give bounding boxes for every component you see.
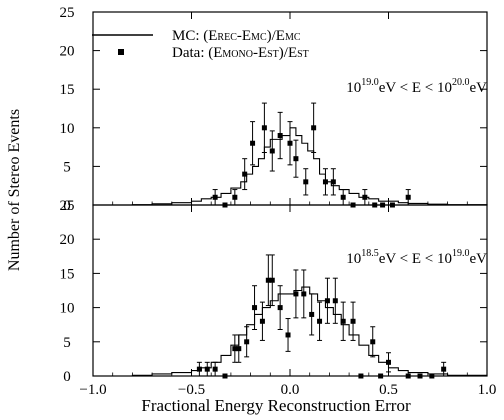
- bottom-data-point: [324, 298, 330, 304]
- bottom-panel-energy-range: 1018.5eV < E < 1019.0eV: [346, 248, 487, 267]
- bottom-data-point: [265, 277, 271, 283]
- top-data-point: [311, 125, 317, 131]
- top-data-point: [322, 179, 328, 185]
- bottom-data-point: [417, 373, 423, 379]
- bottom-data-point: [236, 346, 242, 352]
- top-data-point: [250, 140, 256, 146]
- bottom-data-point: [340, 318, 346, 324]
- bottom-data-point: [196, 366, 202, 372]
- bottom-ytick-label: 20: [60, 232, 75, 248]
- bottom-mc-histogram: [93, 286, 488, 377]
- top-ytick-label: 25: [60, 5, 75, 21]
- bottom-panel-frame: [92, 204, 488, 377]
- bottom-data-point: [378, 373, 384, 379]
- bottom-data-point: [332, 298, 338, 304]
- top-data-point: [261, 125, 267, 131]
- bottom-data-point: [441, 366, 447, 372]
- top-data-point: [293, 156, 299, 162]
- legend-data-marker: [118, 49, 124, 55]
- bottom-data-point: [405, 373, 411, 379]
- xtick-label: −0.5: [178, 382, 205, 398]
- top-data-point: [232, 194, 238, 200]
- xtick-label: −1.0: [79, 382, 106, 398]
- bottom-data-point: [350, 318, 356, 324]
- top-data-point: [287, 140, 293, 146]
- bottom-data-point: [285, 332, 291, 338]
- xtick-label: 0.5: [379, 382, 398, 398]
- top-ytick-label: 0: [63, 198, 71, 214]
- top-ytick-label: 5: [63, 159, 71, 175]
- bottom-data-point: [317, 318, 323, 324]
- bottom-data-point: [293, 291, 299, 297]
- bottom-data-point: [301, 291, 307, 297]
- legend-data-label: Data: (EMONO-EST)/EST: [172, 45, 309, 61]
- bottom-data-point: [204, 366, 210, 372]
- bottom-data-point: [309, 311, 315, 317]
- xtick-label: 0.0: [281, 382, 300, 398]
- top-ytick-label: 15: [60, 82, 75, 98]
- top-ytick-label: 20: [60, 44, 75, 60]
- x-axis-label: Fractional Energy Reconstruction Error: [141, 396, 411, 415]
- top-data-point: [212, 194, 218, 200]
- legend-mc-label: MC: (EREC-EMC)/EMC: [172, 28, 301, 44]
- bottom-ytick-label: 10: [60, 301, 75, 317]
- top-data-point: [269, 148, 275, 154]
- bottom-data-point: [252, 305, 258, 311]
- top-panel-energy-range: 1019.0eV < E < 1020.0eV: [346, 77, 487, 96]
- bottom-data-point: [277, 305, 283, 311]
- bottom-data-point: [370, 339, 376, 345]
- top-data-point: [277, 133, 283, 139]
- top-data-point: [303, 179, 309, 185]
- top-data-point: [405, 194, 411, 200]
- bottom-data-point: [386, 359, 391, 365]
- bottom-data-point: [358, 373, 364, 379]
- bottom-data-point: [269, 277, 275, 283]
- bottom-data-point: [259, 318, 265, 324]
- bottom-ytick-label: 25: [60, 198, 75, 214]
- bottom-ytick-label: 15: [60, 266, 75, 282]
- top-data-point: [330, 179, 336, 185]
- bottom-data-point: [212, 366, 218, 372]
- bottom-data-point: [429, 373, 435, 379]
- top-data-point: [362, 194, 368, 200]
- legend: MC: (EREC-EMC)/EMC Data: (EMONO-EST)/EST: [92, 28, 309, 61]
- top-mc-histogram: [93, 127, 488, 206]
- y-axis-label: Number of Stereo Events: [6, 109, 23, 271]
- bottom-data-point: [244, 339, 250, 345]
- xtick-label: 1.0: [478, 382, 497, 398]
- bottom-ytick-label: 0: [63, 369, 71, 385]
- bottom-data-point: [222, 373, 228, 379]
- bottom-data-point: [232, 346, 238, 352]
- top-ytick-label: 10: [60, 121, 75, 137]
- top-data-point: [242, 171, 248, 177]
- top-data-point: [340, 194, 346, 200]
- bottom-ytick-label: 5: [63, 335, 71, 351]
